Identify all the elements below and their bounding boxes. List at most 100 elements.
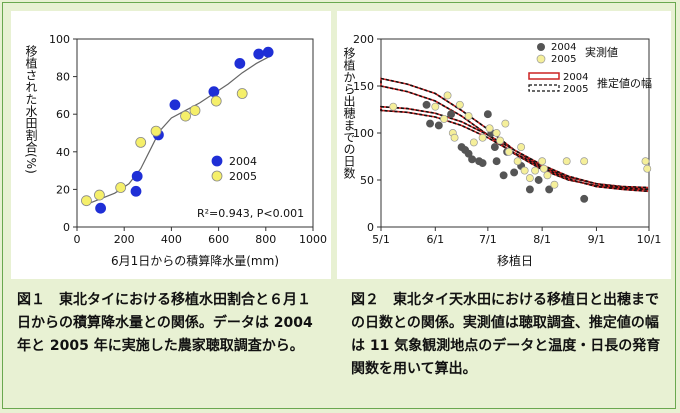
- chart2-x-tick-label: 7/1: [479, 233, 497, 246]
- chart1-x-tick-label: 400: [161, 233, 182, 246]
- chart2-x-tick-label: 10/1: [637, 233, 662, 246]
- chart1-svg: 0 200 400 600 800 1000 0 20 40 60 80 100 2004 2005 R…: [49, 33, 327, 268]
- chart2-point-2005: [455, 100, 464, 109]
- chart1-y-tick-label: 0: [63, 221, 70, 234]
- chart2-point-2004: [534, 176, 543, 184]
- chart1-y-tick-label: 40: [56, 146, 70, 159]
- chart2-legend-marker-2005: [536, 54, 546, 64]
- chart2-point-2004: [468, 155, 477, 164]
- chart2-point-2005: [464, 112, 473, 121]
- chart2-point-2005: [538, 157, 547, 166]
- chart2-point-2005: [562, 157, 571, 166]
- chart1-point-2005: [236, 88, 248, 99]
- chart2-point-2005: [450, 133, 459, 142]
- chart2-point-2004: [510, 168, 519, 177]
- chart2-point-2004: [483, 110, 492, 119]
- chart2-point-2005: [496, 136, 505, 145]
- chart1-x-tick-label: 1000: [299, 233, 327, 246]
- chart2-point-2005: [504, 147, 513, 156]
- chart1-point-2004: [234, 58, 246, 69]
- chart2-point-2005: [550, 180, 559, 189]
- chart2-legend-observed: 実測値: [585, 45, 618, 59]
- chart2-legend-label-2004: 2004: [551, 42, 576, 53]
- chart2-point-2004: [464, 149, 473, 158]
- chart1-x-tick-label: 800: [255, 233, 276, 246]
- chart2-point-2005: [478, 133, 487, 142]
- chart1-x-tick-label: 600: [208, 233, 229, 246]
- chart2-point-2005: [431, 102, 440, 111]
- chart2-point-2005: [580, 157, 589, 166]
- chart2-point-2004: [492, 157, 501, 166]
- chart1-point-2005: [81, 195, 92, 207]
- chart2-x-axis-label: 移植日: [497, 253, 533, 268]
- chart2-legend-marker-2004: [537, 43, 545, 51]
- chart1-y-tick-label: 20: [56, 183, 70, 196]
- chart1-axes-frame: [76, 38, 314, 228]
- chart2-y-tick-label: 100: [353, 127, 374, 140]
- chart2-legend-band-2004: [528, 72, 560, 80]
- chart1-point-2005: [210, 95, 222, 107]
- chart2-point-2004: [422, 100, 431, 109]
- chart1-point-2005: [180, 110, 191, 122]
- chart2-point-2005: [517, 143, 526, 152]
- chart1-point-2005: [115, 182, 127, 193]
- chart2-legend-band-2005: [528, 84, 560, 92]
- chart2-y-tick-label: 50: [360, 174, 374, 187]
- chart1-point-2004: [208, 86, 220, 98]
- figure1-caption: 図１ 東北タイにおける移植水田割合と６月１日からの積算降水量との関係。データは …: [17, 292, 313, 354]
- chart1-y-tick-label: 80: [56, 71, 70, 84]
- chart1-y-tick-label: 60: [56, 108, 70, 121]
- chart2-point-2004: [525, 185, 534, 194]
- chart2-point-2005: [520, 166, 529, 175]
- chart1-legend-label-2005: 2005: [229, 170, 257, 183]
- chart1-legend-label-2004: 2004: [229, 155, 257, 168]
- chart2-axes-frame: [380, 38, 650, 228]
- chart2-point-2005: [539, 164, 548, 173]
- chart1-point-2004: [262, 46, 274, 58]
- chart1-legend-marker-2004: [211, 155, 223, 167]
- chart2-point-2004: [499, 171, 508, 180]
- chart2-point-2005: [485, 124, 494, 133]
- chart2-y-tick-label: 150: [353, 80, 374, 93]
- chart1-point-2005: [135, 136, 147, 148]
- chart1-y-axis-label: 移植された水田割合(%): [24, 45, 38, 174]
- chart2-legend-band-label-2004: 2004: [563, 72, 588, 83]
- chart2-point-2005: [501, 119, 510, 128]
- chart1-point-2005: [94, 189, 105, 201]
- chart2-point-2005: [469, 138, 478, 147]
- chart2-point-2005: [443, 91, 452, 100]
- chart2-x-tick-label: 9/1: [588, 233, 606, 246]
- chart2-point-2005: [643, 164, 652, 173]
- chart1-annotation: R²=0.943, P<0.001: [197, 207, 304, 220]
- chart2-point-2004: [434, 121, 443, 130]
- chart2-y-tick-label: 200: [353, 33, 374, 46]
- chart1-point-2004: [131, 170, 143, 182]
- chart2-y-axis-label: 移植から出穂までの日数: [342, 47, 356, 179]
- chart2-point-2005: [492, 129, 501, 137]
- chart2-x-tick-label: 8/1: [533, 233, 551, 246]
- chart2-point-2005: [389, 102, 398, 111]
- chart1-point-2004: [253, 48, 265, 60]
- chart2-legend-estimated: 推定値の幅: [597, 76, 652, 90]
- chart2-point-2004: [426, 119, 434, 128]
- chart2-legend-band-label-2005: 2005: [563, 84, 588, 95]
- chart2-y-tick-label: 0: [367, 221, 374, 234]
- figure-frame: 0 200 400 600 800 1000 0 20 40 60 80 100 2004 2005 R…: [2, 2, 676, 409]
- chart2-panel: 5/1 6/1 7/1 8/1 9/1 10/1 0 50 100 150 200 2004 2005…: [337, 11, 671, 279]
- chart1-point-2005: [189, 105, 201, 116]
- chart2-point-2005: [440, 114, 449, 123]
- chart2-point-2005: [513, 157, 522, 166]
- chart1-x-tick-label: 200: [114, 233, 135, 246]
- chart2-point-2005: [525, 174, 534, 183]
- chart1-point-2005: [150, 125, 162, 137]
- chart1-x-axis-label: 6月1日からの積算降水量(mm): [111, 253, 279, 268]
- chart2-point-2004: [447, 110, 456, 119]
- chart2-x-tick-label: 5/1: [372, 233, 390, 246]
- chart2-x-tick-label: 6/1: [426, 233, 444, 246]
- chart1-point-2004: [95, 202, 106, 214]
- chart2-point-2005: [543, 171, 552, 180]
- chart2-legend-label-2005: 2005: [551, 54, 576, 65]
- chart1-y-tick-label: 100: [49, 33, 70, 46]
- chart2-point-2004: [580, 194, 589, 203]
